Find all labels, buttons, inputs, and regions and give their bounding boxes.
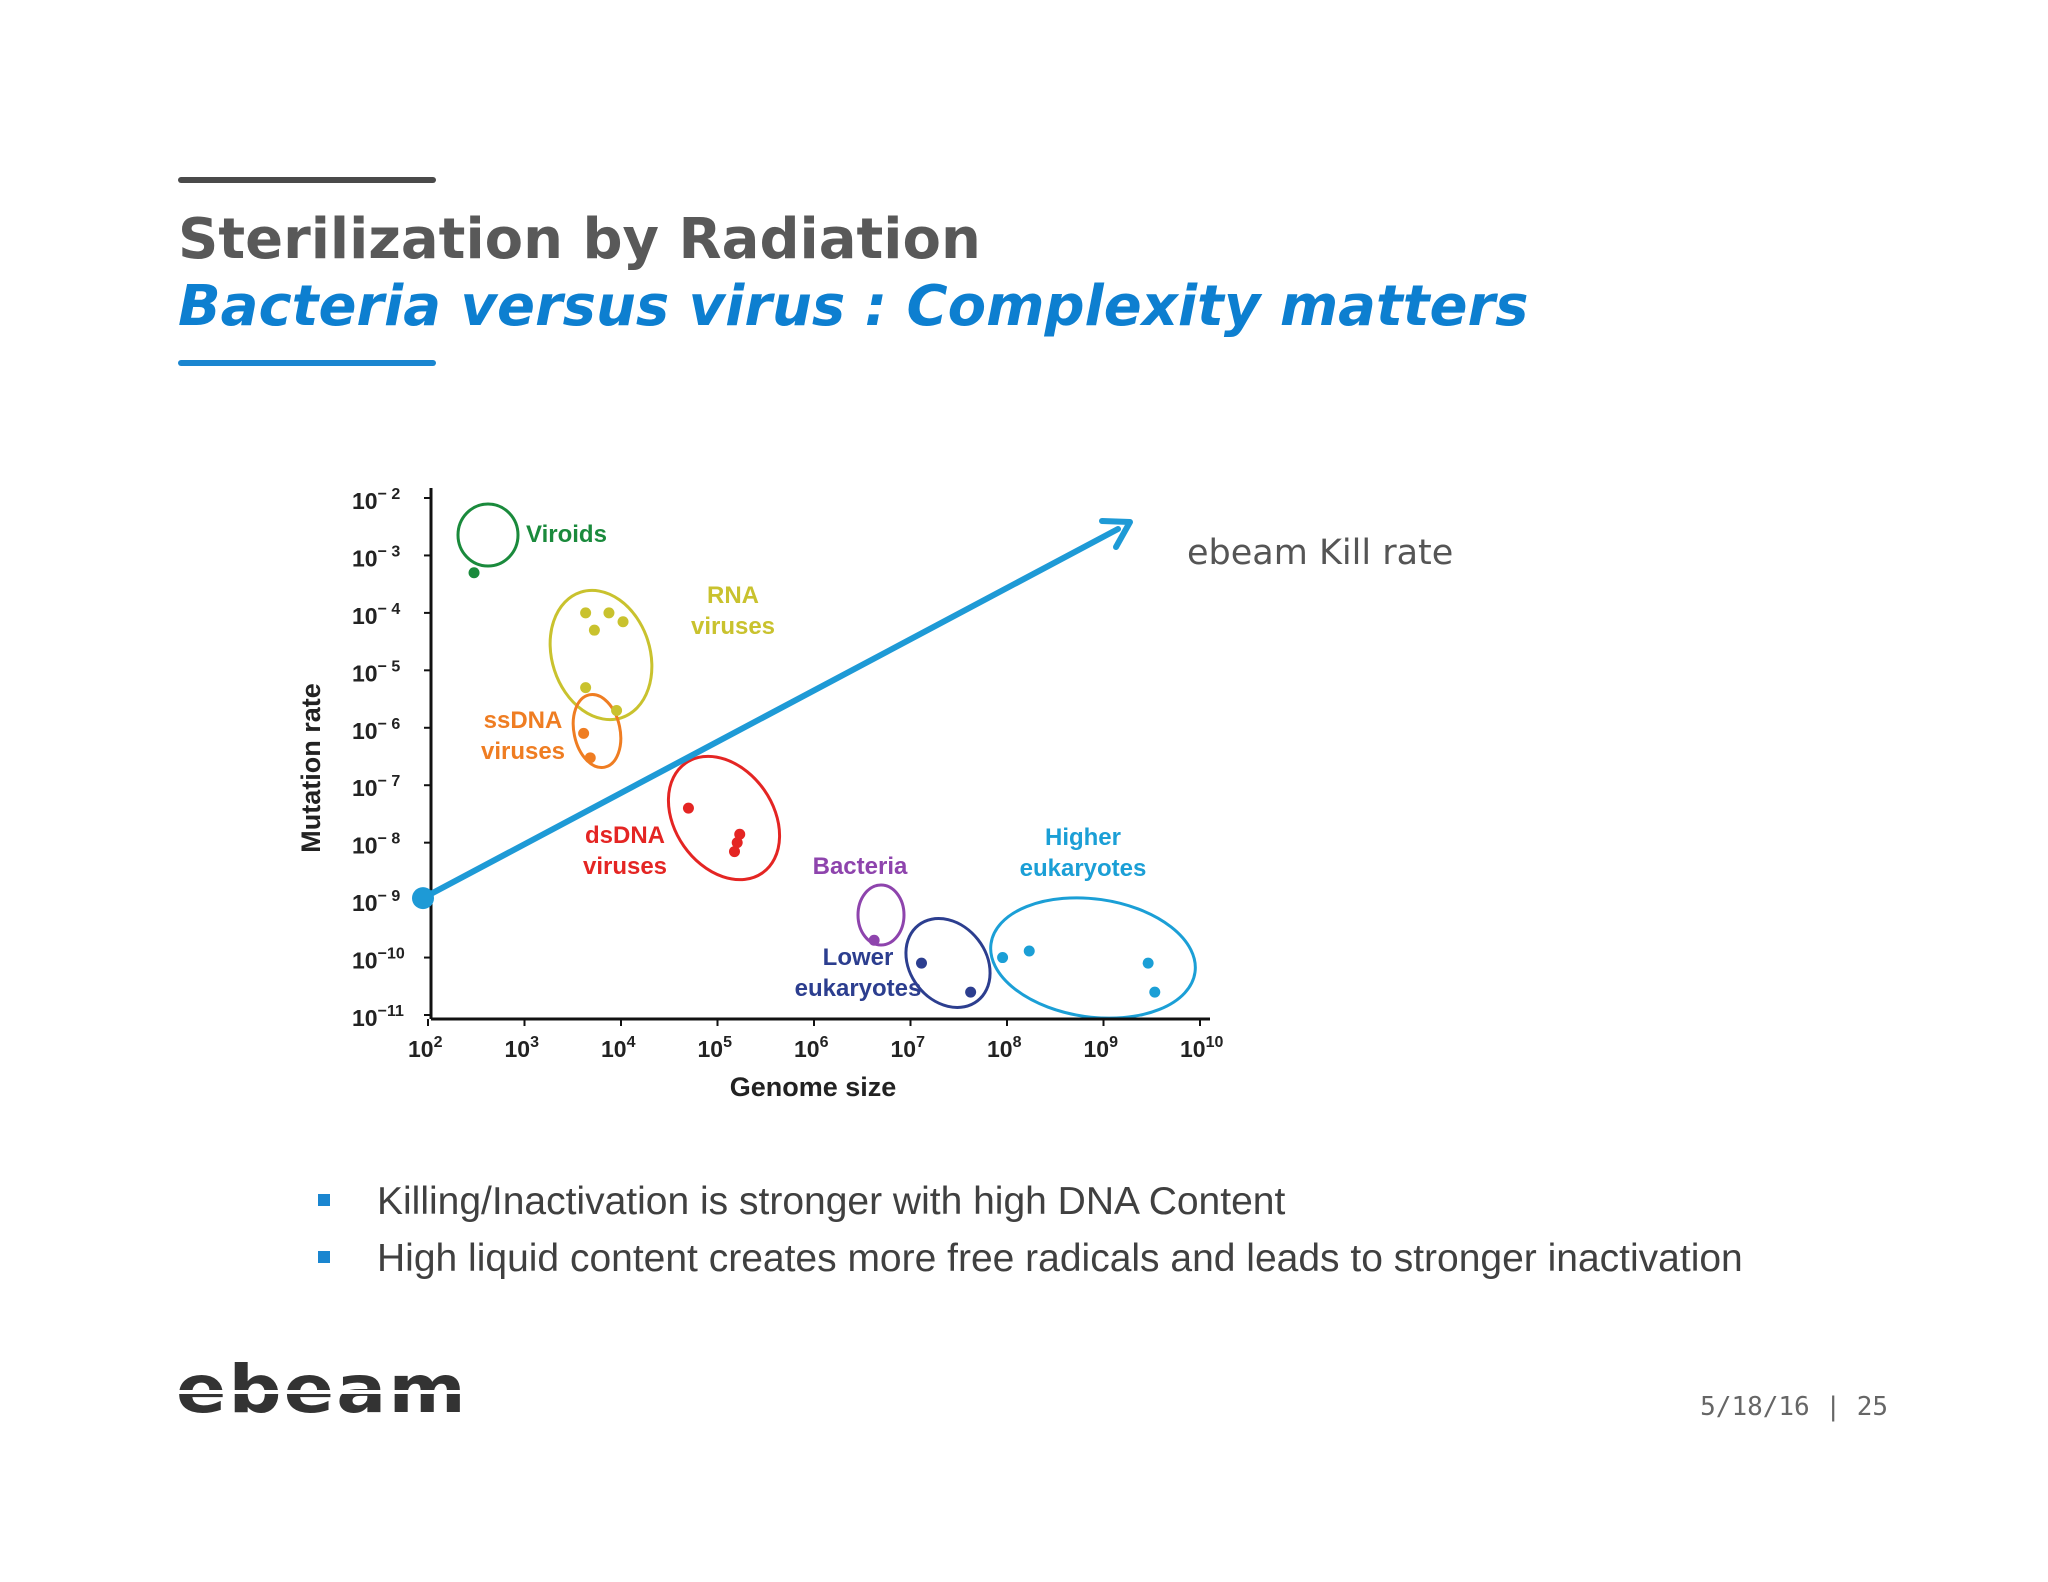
x-tick-label: 106 bbox=[794, 1034, 829, 1062]
data-point bbox=[580, 607, 592, 619]
y-tick-label: 10− 5 bbox=[352, 658, 400, 686]
x-axis-title: Genome size bbox=[730, 1072, 897, 1102]
y-tick-label: 10− 2 bbox=[352, 486, 400, 514]
y-tick-label: 10− 4 bbox=[352, 601, 400, 629]
group-ellipse bbox=[989, 896, 1197, 1020]
kill-rate-label: ebeam Kill rate bbox=[1187, 533, 1453, 573]
bullet-list: Killing/Inactivation is stronger with hi… bbox=[318, 1178, 1743, 1292]
subtitle-bottom-rule bbox=[178, 360, 436, 366]
y-tick-label: 10− 8 bbox=[352, 831, 400, 859]
group-ellipse bbox=[856, 883, 906, 947]
group-label: Bacteria bbox=[813, 853, 908, 880]
data-point bbox=[868, 934, 880, 946]
kill-rate-arrow bbox=[412, 518, 1133, 910]
x-tick-label: 103 bbox=[505, 1034, 540, 1062]
group-labels: Viroids RNA viruses ssDNA viruses dsDNA viruse… bbox=[481, 521, 1146, 1002]
group-label: Lower eukaryotes bbox=[795, 944, 922, 1002]
data-point bbox=[728, 846, 740, 858]
page-number: 25 bbox=[1856, 1392, 1888, 1422]
arrow-shaft bbox=[420, 526, 1121, 902]
data-point bbox=[584, 752, 596, 764]
group-label: Higher eukaryotes bbox=[1020, 824, 1147, 882]
data-point bbox=[997, 952, 1009, 964]
x-tick-label: 102 bbox=[408, 1034, 443, 1062]
x-tick-label: 109 bbox=[1084, 1034, 1119, 1062]
group-ellipse bbox=[666, 754, 782, 882]
x-tick-label: 108 bbox=[987, 1034, 1022, 1062]
data-point bbox=[682, 802, 694, 814]
arrow-head bbox=[1099, 518, 1133, 550]
data-point bbox=[468, 567, 480, 579]
axis-ticks: 10− 2 10− 3 10− 4 10− 5 10− 6 10− 7 10− 8 10− 9… bbox=[352, 486, 1223, 1062]
group-ellipse bbox=[904, 917, 992, 1009]
slide-subtitle: Bacteria versus virus : Complexity matte… bbox=[178, 274, 1529, 339]
y-tick-label: 10− 3 bbox=[352, 543, 400, 571]
chart-axes bbox=[429, 488, 1210, 1021]
mutation-rate-chart: 10− 2 10− 3 10− 4 10− 5 10− 6 10− 7 10− 8 10− 9… bbox=[296, 486, 1453, 1102]
data-point bbox=[965, 986, 977, 998]
data-point bbox=[731, 837, 743, 849]
group-ellipses bbox=[456, 502, 1197, 1020]
footer-separator: | bbox=[1825, 1392, 1842, 1422]
y-tick-label: 10− 7 bbox=[352, 773, 400, 801]
data-point bbox=[915, 957, 927, 969]
y-tick-label: 10− 6 bbox=[352, 716, 400, 744]
square-bullet-icon bbox=[318, 1251, 330, 1263]
slide-title: Sterilization by Radiation bbox=[178, 207, 981, 272]
y-tick-label: 10−10 bbox=[352, 946, 405, 974]
y-tick-label: 10− 9 bbox=[352, 888, 400, 916]
arrow-origin-dot bbox=[412, 887, 434, 910]
group-ellipse bbox=[456, 502, 520, 568]
x-tick-label: 107 bbox=[891, 1034, 926, 1062]
footer-date: 5/18/16 bbox=[1700, 1392, 1810, 1422]
group-label: dsDNA viruses bbox=[583, 822, 667, 880]
square-bullet-icon bbox=[318, 1194, 330, 1206]
ebeam-logo: ebeam bbox=[176, 1362, 468, 1422]
x-tick-label: 105 bbox=[698, 1034, 733, 1062]
data-point bbox=[611, 704, 623, 716]
data-point bbox=[1149, 986, 1161, 998]
group-label: ssDNA viruses bbox=[481, 707, 565, 765]
group-label: RNA viruses bbox=[691, 582, 775, 640]
slide-footer: 5/18/16 | 25 bbox=[1700, 1392, 1888, 1422]
data-point bbox=[578, 727, 590, 739]
data-point bbox=[617, 616, 629, 628]
y-axis-title: Mutation rate bbox=[296, 683, 326, 853]
data-point bbox=[734, 828, 746, 840]
title-top-rule bbox=[178, 177, 436, 183]
data-point bbox=[1023, 945, 1035, 957]
data-points bbox=[468, 567, 1161, 998]
bullet-item: Killing/Inactivation is stronger with hi… bbox=[318, 1178, 1743, 1225]
data-point bbox=[603, 607, 615, 619]
bullet-item: High liquid content creates more free ra… bbox=[318, 1235, 1743, 1282]
data-point bbox=[588, 624, 600, 636]
y-tick-label: 10−11 bbox=[352, 1003, 404, 1031]
data-point bbox=[1142, 957, 1154, 969]
data-point bbox=[580, 682, 592, 694]
group-ellipse bbox=[548, 588, 654, 722]
x-tick-label: 104 bbox=[601, 1034, 636, 1062]
x-tick-label: 1010 bbox=[1180, 1034, 1223, 1062]
group-label: Viroids bbox=[526, 521, 607, 548]
group-ellipse bbox=[571, 692, 623, 770]
bullet-text: High liquid content creates more free ra… bbox=[377, 1237, 1743, 1280]
bullet-text: Killing/Inactivation is stronger with hi… bbox=[377, 1180, 1286, 1223]
